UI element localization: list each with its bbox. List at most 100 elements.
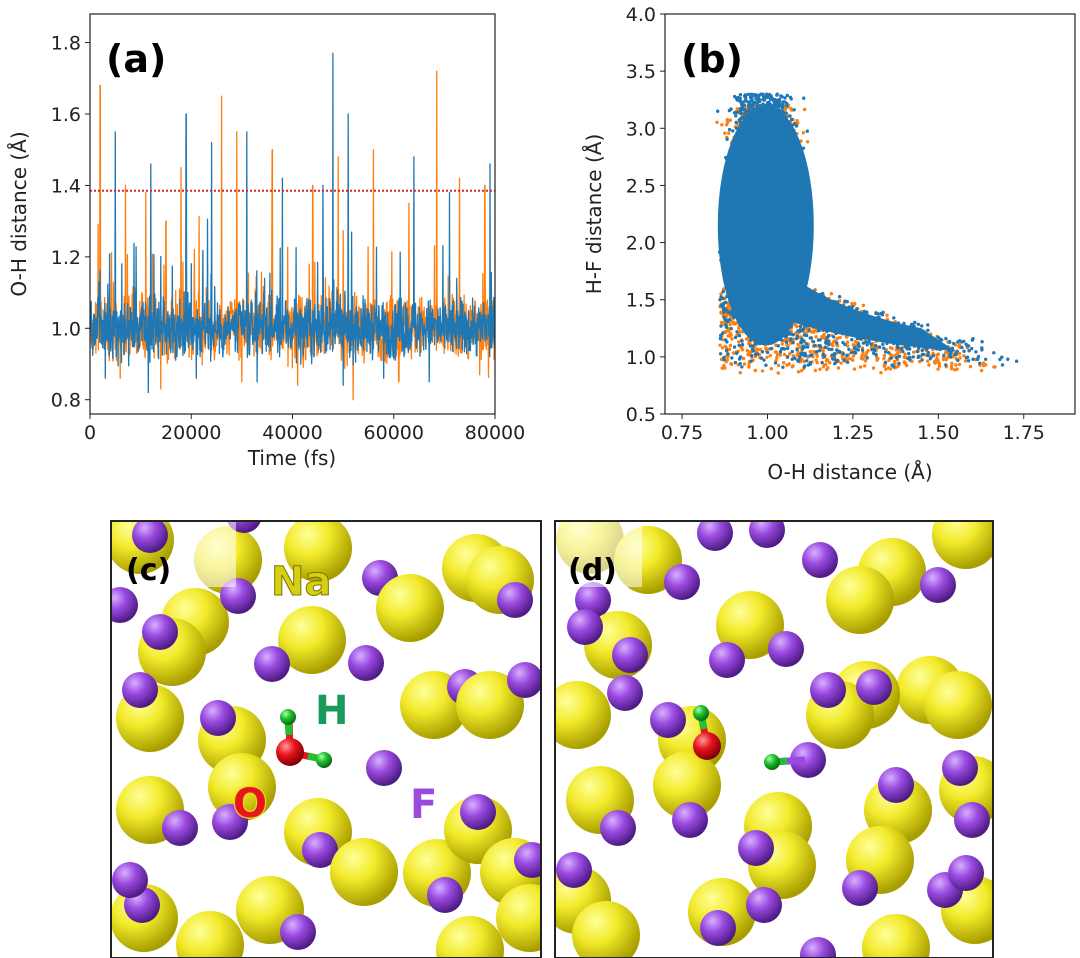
fluorine-atom — [162, 810, 198, 846]
fluorine-atom — [427, 877, 463, 913]
hydrogen-atom — [280, 709, 296, 725]
fluorine-atom — [567, 609, 603, 645]
sodium-atom — [436, 916, 504, 958]
x-tick-label: 0 — [84, 422, 96, 444]
fluorine-atom — [556, 852, 592, 888]
y-tick-label: 4.0 — [626, 4, 656, 26]
x-tick-label: 60000 — [364, 422, 424, 444]
x-tick-label: 0.75 — [661, 422, 703, 444]
label-highlight — [178, 521, 236, 587]
f-label: F — [410, 782, 437, 828]
sodium-atom — [862, 914, 930, 958]
fluorine-atom — [790, 742, 826, 778]
y-tick-label: 1.6 — [51, 104, 81, 126]
fluorine-atom — [132, 521, 168, 553]
y-tick-label: 1.0 — [626, 347, 656, 369]
y-tick-label: 0.5 — [626, 404, 656, 426]
fluorine-atom — [111, 587, 138, 623]
fluorine-atom — [122, 672, 158, 708]
sodium-atom — [826, 566, 894, 634]
fluorine-atom — [514, 842, 541, 878]
fluorine-atom — [810, 672, 846, 708]
fluorine-atom — [302, 832, 338, 868]
fluorine-atom — [878, 767, 914, 803]
panel-c-label: (c) — [126, 553, 171, 588]
hydroxide-ion — [693, 705, 721, 760]
fluorine-atom — [856, 669, 892, 705]
hf-molecule — [764, 754, 806, 770]
sodium-atom — [278, 606, 346, 674]
hydrogen-atom — [764, 754, 780, 770]
panel-a-line-chart: 0 20000 40000 60000 80000 0.8 1.0 1.2 1.4 1.6 1.8… — [7, 13, 525, 470]
sodium-atom — [653, 751, 721, 819]
fluorine-atom — [366, 750, 402, 786]
panel-a-y-ticks: 0.8 1.0 1.2 1.4 1.6 1.8 — [51, 33, 90, 412]
y-tick-label: 3.0 — [626, 118, 656, 140]
fluorine-atom — [948, 855, 984, 891]
panel-c-atoms — [111, 521, 541, 958]
series-line-2 — [90, 52, 495, 394]
fluorine-atom — [142, 614, 178, 650]
fluorine-atom — [800, 937, 836, 958]
fluorine-atom — [507, 662, 541, 698]
y-tick-label: 2.5 — [626, 175, 656, 197]
sodium-atom — [330, 838, 398, 906]
panel-d-frame — [554, 520, 994, 958]
y-tick-label: 1.2 — [51, 247, 81, 269]
y-tick-label: 1.8 — [51, 33, 81, 55]
fluorine-atom — [460, 794, 496, 830]
x-tick-label: 20000 — [161, 422, 221, 444]
fluorine-atom — [280, 914, 316, 950]
fluorine-atom — [607, 675, 643, 711]
sodium-atom — [555, 681, 611, 749]
fluorine-atom — [212, 804, 248, 840]
fluorine-atom — [746, 887, 782, 923]
fluorine-atom — [738, 830, 774, 866]
panel-a-xlabel: Time (fs) — [247, 446, 336, 470]
label-highlight — [556, 521, 642, 587]
x-tick-label: 1.25 — [832, 422, 874, 444]
sodium-atom — [456, 671, 524, 739]
fluorine-atom — [200, 700, 236, 736]
panel-b-scatter-chart: 0.75 1.00 1.25 1.50 1.75 0.5 1.0 1.5 2.0 2.5 3.0 3… — [582, 4, 1076, 484]
panel-d-molecular-snapshot: (d) — [554, 520, 994, 958]
panel-b-xlabel: O-H distance (Å) — [767, 460, 932, 484]
y-tick-label: 3.5 — [626, 61, 656, 83]
fluorine-atom — [254, 646, 290, 682]
fluorine-atom — [768, 631, 804, 667]
oxygen-atom — [693, 732, 721, 760]
y-tick-label: 1.4 — [51, 175, 81, 197]
fluorine-atom — [942, 750, 978, 786]
panel-b-ylabel: H-F distance (Å) — [582, 134, 606, 295]
fluorine-atom — [749, 521, 785, 548]
panel-a-series — [90, 52, 495, 401]
na-label: Na — [271, 559, 331, 605]
fluorine-atom — [348, 645, 384, 681]
fluorine-atom — [842, 870, 878, 906]
fluorine-atom — [920, 567, 956, 603]
x-tick-label: 80000 — [465, 422, 525, 444]
sodium-atom — [496, 884, 541, 952]
sodium-atom — [924, 671, 992, 739]
panel-d-label: (d) — [568, 553, 617, 588]
fluorine-atom — [575, 582, 611, 618]
panel-b-label: (b) — [681, 37, 743, 81]
sodium-atom — [932, 521, 993, 569]
x-tick-label: 40000 — [262, 422, 322, 444]
oxygen-atom — [276, 738, 304, 766]
fluorine-atom — [600, 810, 636, 846]
hydrogen-atom — [693, 705, 709, 721]
fluorine-atom — [802, 542, 838, 578]
y-tick-label: 2.0 — [626, 233, 656, 255]
panel-b-points — [715, 92, 1019, 375]
panel-a-ylabel: O-H distance (Å) — [7, 131, 31, 296]
x-tick-label: 1.00 — [746, 422, 788, 444]
panel-c-frame — [110, 520, 542, 958]
panel-b-frame — [664, 13, 1076, 415]
h-label: H — [315, 688, 348, 734]
scatter-tail — [733, 271, 956, 352]
fluorine-atom — [612, 637, 648, 673]
o-label: O — [233, 781, 267, 827]
sodium-atom — [208, 753, 276, 821]
panel-b-y-ticks: 0.5 1.0 1.5 2.0 2.5 3.0 3.5 4.0 — [626, 4, 665, 426]
